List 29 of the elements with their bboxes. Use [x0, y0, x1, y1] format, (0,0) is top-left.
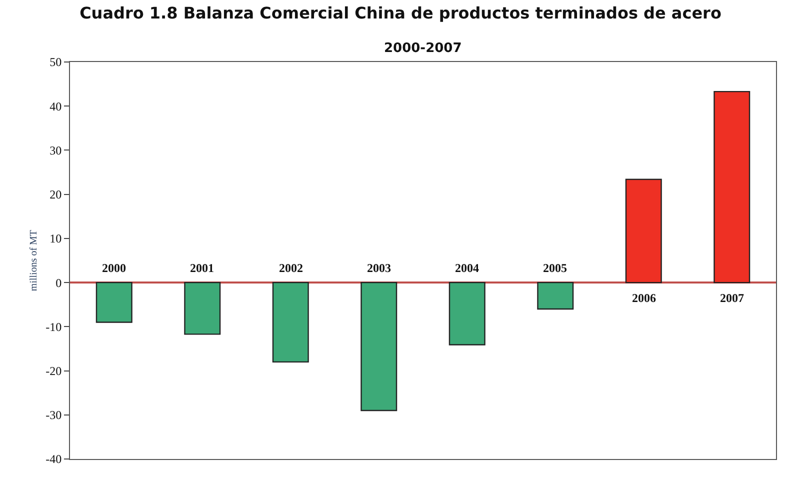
y-tick-label: -30 — [46, 408, 62, 422]
bar — [448, 282, 486, 346]
y-tick-label: 50 — [50, 55, 62, 70]
y-tick-label: -40 — [46, 452, 62, 466]
chart-subtitle: 2000-2007 — [384, 41, 462, 56]
y-tick-label: 20 — [50, 188, 62, 202]
bar — [714, 90, 750, 284]
bar — [537, 282, 574, 310]
x-tick-label: 2000 — [102, 261, 126, 275]
x-tick-label: 2001 — [190, 261, 214, 275]
x-tick-label: 2004 — [455, 261, 479, 275]
bar — [272, 282, 309, 363]
x-tick-label: 2007 — [720, 291, 744, 305]
y-tick-label: 40 — [50, 99, 62, 114]
y-axis-title: millions of MT — [28, 230, 40, 292]
y-tick-label: 0 — [56, 276, 62, 290]
bar — [184, 282, 221, 335]
chart-title: Cuadro 1.8 Balanza Comercial China de productos terminados de acero — [80, 3, 722, 22]
x-tick-label: 2003 — [367, 261, 391, 275]
y-tick-label: 30 — [50, 143, 62, 158]
x-tick-label: 2002 — [279, 261, 303, 275]
y-tick-label: -10 — [46, 320, 62, 334]
bar — [625, 178, 662, 284]
bar — [96, 282, 132, 323]
x-tick-label: 2006 — [632, 291, 656, 305]
y-tick-label: -20 — [46, 364, 62, 378]
x-tick-label: 2005 — [543, 261, 567, 275]
y-tick-label: 10 — [50, 232, 62, 246]
bar — [360, 282, 398, 412]
